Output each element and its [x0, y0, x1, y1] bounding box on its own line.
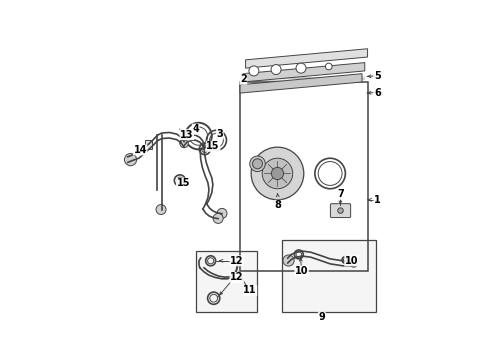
Text: 7: 7 — [337, 189, 344, 199]
Text: 8: 8 — [275, 201, 282, 210]
Text: 1: 1 — [374, 195, 381, 205]
Circle shape — [251, 147, 304, 200]
Text: 10: 10 — [295, 266, 308, 276]
Circle shape — [252, 159, 263, 169]
Text: 15: 15 — [176, 178, 190, 188]
Circle shape — [296, 63, 306, 73]
Text: 10: 10 — [345, 256, 358, 266]
Text: 3: 3 — [217, 129, 223, 139]
Circle shape — [271, 64, 281, 75]
Text: 13: 13 — [180, 130, 194, 140]
Circle shape — [249, 66, 259, 76]
FancyBboxPatch shape — [330, 204, 351, 217]
Circle shape — [325, 63, 332, 70]
Circle shape — [217, 208, 227, 219]
Circle shape — [338, 208, 343, 213]
Text: 2: 2 — [240, 74, 247, 84]
Text: 4: 4 — [192, 124, 199, 134]
Text: 14: 14 — [133, 145, 147, 155]
Circle shape — [156, 204, 166, 215]
Circle shape — [283, 255, 294, 266]
Text: 6: 6 — [374, 87, 381, 98]
Text: 12: 12 — [230, 273, 244, 283]
Circle shape — [124, 153, 137, 166]
Bar — [282, 240, 376, 312]
Text: 9: 9 — [318, 312, 325, 322]
Text: 15: 15 — [206, 141, 220, 151]
Circle shape — [350, 260, 358, 267]
Bar — [240, 82, 368, 270]
Text: 11: 11 — [243, 285, 257, 296]
Circle shape — [262, 158, 293, 189]
Text: 12: 12 — [230, 256, 244, 266]
Text: 5: 5 — [374, 71, 381, 81]
Circle shape — [180, 139, 188, 148]
Polygon shape — [245, 49, 368, 68]
Circle shape — [250, 156, 265, 172]
Circle shape — [213, 213, 223, 223]
Polygon shape — [243, 63, 365, 82]
Circle shape — [271, 167, 284, 180]
Polygon shape — [240, 74, 362, 93]
Bar — [145, 140, 152, 149]
Bar — [196, 251, 257, 312]
